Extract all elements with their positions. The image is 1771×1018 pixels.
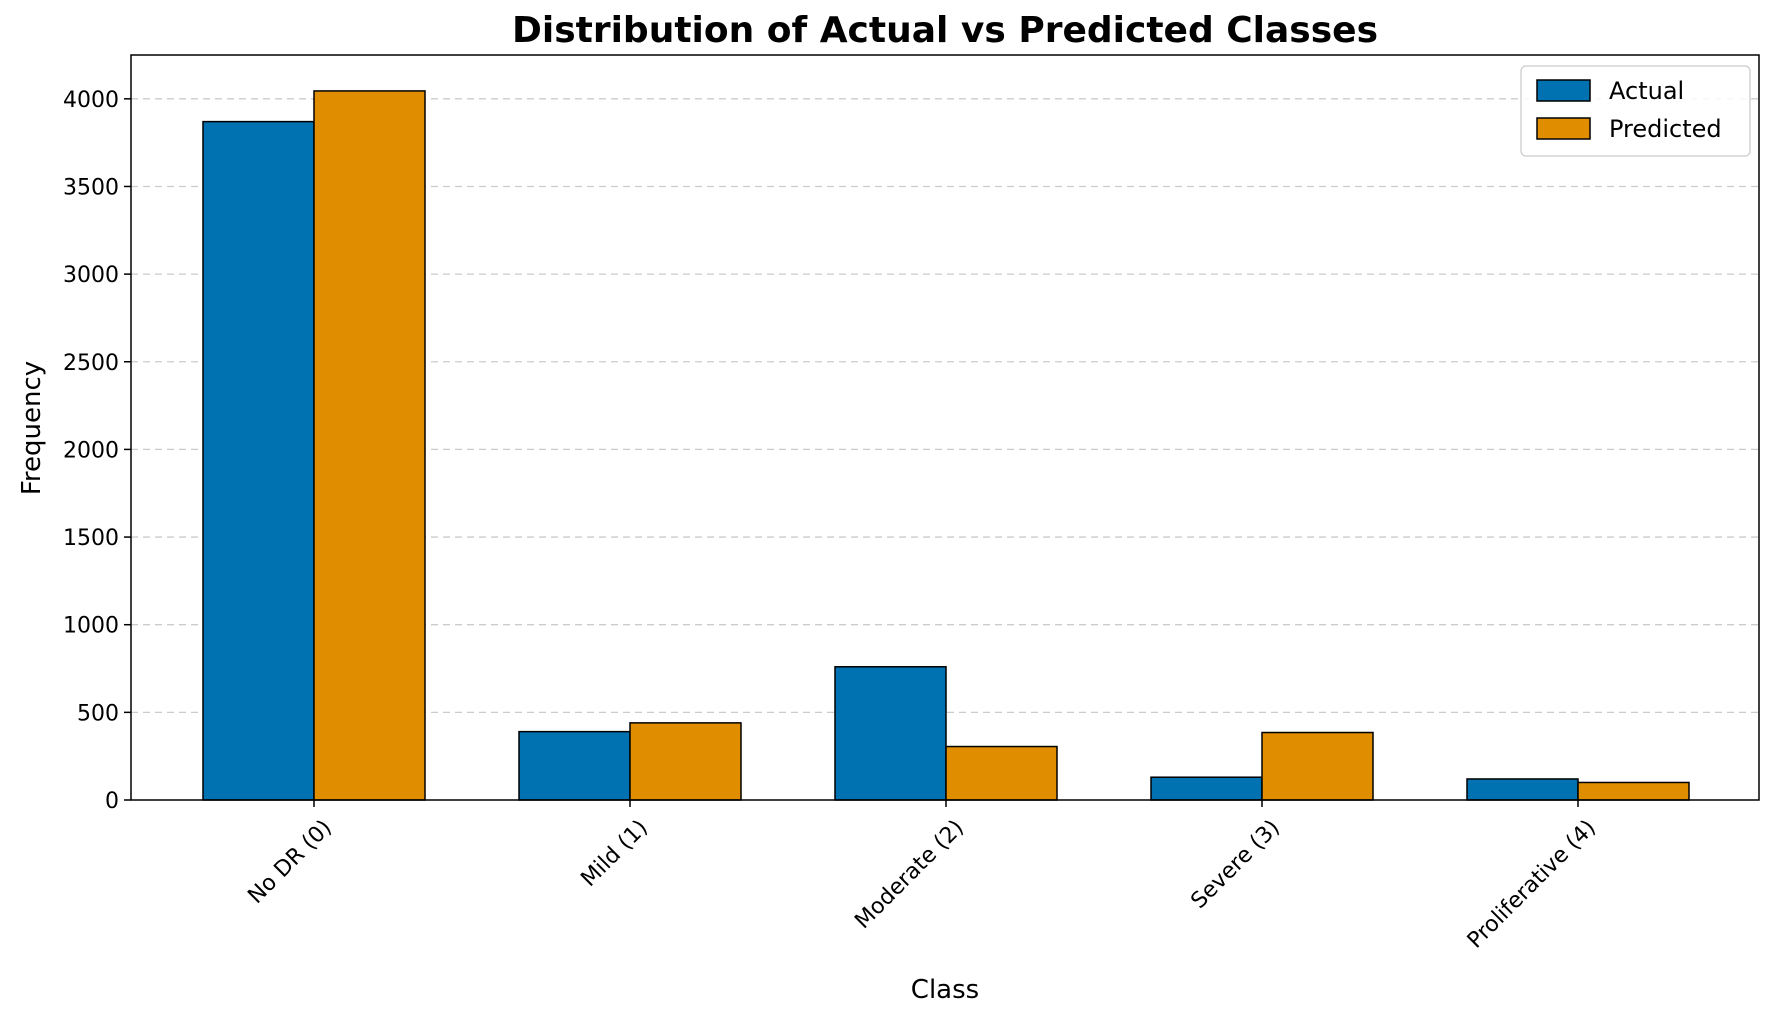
legend-label-actual: Actual [1609, 77, 1684, 105]
x-tick-label: Severe (3) [1186, 815, 1285, 914]
x-axis-ticks: No DR (0) Mild (1) Moderate (2) Severe (3) P… [243, 800, 1601, 953]
y-axis-ticks: 0 500 1000 1500 2000 2500 3000 3500 4000 [63, 88, 131, 814]
bar-actual-4 [1466, 778, 1579, 801]
bar-predicted-2 [945, 745, 1058, 801]
y-tick-label: 0 [105, 789, 119, 814]
chart-title: Distribution of Actual vs Predicted Clas… [512, 10, 1378, 51]
y-tick-label: 500 [77, 701, 119, 726]
y-axis-label: Frequency [17, 361, 47, 495]
x-tick-label: No DR (0) [243, 815, 337, 909]
x-tick-label: Moderate (2) [850, 815, 969, 934]
y-tick-label: 1500 [63, 526, 119, 551]
grid-lines [131, 98, 1759, 714]
bars [202, 90, 1690, 801]
y-tick-label: 4000 [63, 88, 119, 113]
y-tick-label: 3000 [63, 263, 119, 288]
y-tick-label: 2500 [63, 351, 119, 376]
x-axis-label: Class [911, 975, 979, 1005]
legend: Actual Predicted [1520, 65, 1751, 157]
y-tick-label: 3500 [63, 175, 119, 200]
bar-predicted-1 [629, 722, 742, 801]
bar-predicted-3 [1261, 731, 1374, 801]
x-tick-label: Proliferative (4) [1463, 815, 1601, 953]
y-tick-label: 1000 [63, 614, 119, 639]
bar-actual-1 [518, 730, 631, 801]
plot-frame [130, 54, 1760, 801]
bar-actual-0 [202, 120, 315, 801]
bar-predicted-4 [1577, 781, 1690, 801]
bar-actual-3 [1150, 776, 1263, 801]
legend-label-predicted: Predicted [1609, 115, 1722, 143]
legend-swatch-actual [1536, 79, 1591, 102]
bar-predicted-0 [313, 90, 426, 801]
y-tick-label: 2000 [63, 438, 119, 463]
legend-swatch-predicted [1536, 117, 1591, 140]
bar-actual-2 [834, 666, 947, 801]
x-tick-label: Mild (1) [576, 815, 653, 892]
